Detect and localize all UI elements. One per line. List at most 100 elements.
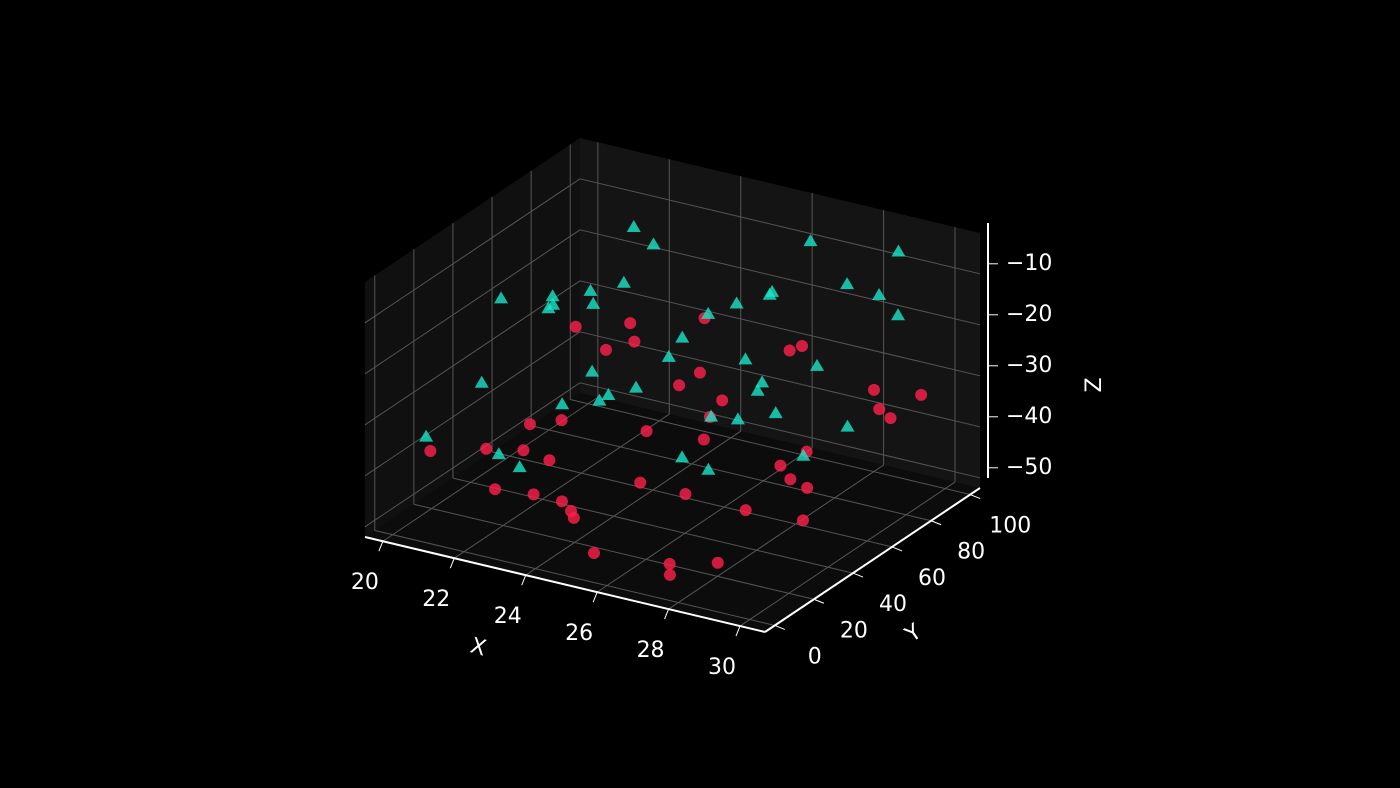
triangle-point: [750, 383, 765, 396]
triangle-point: [840, 277, 855, 290]
x-tick-label: 28: [637, 638, 665, 663]
triangle-point: [646, 237, 661, 250]
circle-point: [424, 444, 437, 457]
circle-point: [774, 459, 787, 472]
grid-line: [579, 178, 981, 275]
triangle-point: [840, 419, 855, 432]
triangle-point: [494, 291, 509, 304]
circle-point: [673, 379, 686, 392]
circle-point: [555, 414, 568, 427]
triangle-point: [729, 296, 744, 309]
triangle-point: [675, 330, 690, 343]
grid-line: [454, 413, 670, 559]
triangle-point: [419, 429, 434, 442]
grid-line: [668, 464, 884, 610]
y-tick-label: 20: [840, 618, 868, 643]
circle-point: [915, 388, 928, 401]
circle-point: [711, 556, 724, 569]
x-tick: [449, 558, 455, 569]
circle-point: [739, 504, 752, 517]
grid-line: [364, 382, 581, 528]
circle-point: [517, 444, 530, 457]
triangle-point: [730, 412, 745, 425]
y-tick: [930, 520, 942, 526]
triangle-point: [592, 393, 607, 406]
circle-point: [716, 394, 729, 407]
triangle-point: [512, 460, 527, 473]
y-axis: [764, 487, 981, 633]
triangle-point: [629, 380, 644, 393]
triangle-point: [762, 287, 777, 300]
circle-point: [867, 383, 880, 396]
circle-point: [783, 344, 796, 357]
y-tick-label: 60: [918, 566, 946, 591]
circle-point: [599, 343, 612, 356]
grid-line: [570, 399, 971, 496]
triangle-point: [872, 288, 887, 301]
z-tick-label: −20: [1006, 302, 1052, 327]
grid-line: [579, 331, 981, 428]
grid-line: [364, 229, 581, 375]
circle-point: [663, 568, 676, 581]
triangle-point: [491, 447, 506, 460]
triangle-point: [755, 375, 770, 388]
triangle-point: [555, 397, 570, 410]
triangle-point: [545, 289, 560, 302]
triangle-point: [675, 450, 690, 463]
triangle-point: [701, 306, 716, 319]
grid-line: [579, 229, 981, 326]
back-pane: [580, 138, 980, 488]
y-tick-label: 0: [808, 644, 822, 669]
triangle-point: [704, 409, 719, 422]
triangle-point: [585, 364, 600, 377]
circle-point: [489, 483, 502, 496]
x-axis: [364, 536, 766, 633]
grid-line: [374, 529, 775, 626]
circle-point: [679, 488, 692, 501]
grid-line: [579, 382, 981, 479]
grid-line: [364, 331, 581, 477]
y-tick: [891, 546, 903, 552]
grid-line: [364, 280, 581, 426]
z-tick-label: −30: [1006, 353, 1052, 378]
circle-point: [523, 418, 536, 431]
x-tick: [735, 625, 741, 637]
circle-point: [565, 504, 578, 517]
grid-line: [491, 451, 893, 548]
circle-point: [587, 547, 600, 560]
grid-line: [579, 280, 981, 377]
triangle-point: [810, 358, 825, 371]
triangle-point: [768, 406, 783, 419]
triangle-point: [891, 308, 906, 321]
z-tick-label: −40: [1006, 404, 1052, 429]
circle-point: [693, 366, 706, 379]
x-tick-label: 30: [708, 655, 736, 680]
circle-point: [624, 317, 637, 330]
triangle-point: [626, 220, 641, 233]
circle-point: [640, 425, 653, 438]
circle-point: [801, 481, 814, 494]
circle-point: [796, 339, 809, 352]
y-tick: [852, 572, 864, 578]
triangle-point: [701, 462, 716, 475]
y-tick: [774, 624, 785, 630]
triangle-point: [803, 234, 818, 247]
circle-point: [873, 403, 886, 416]
circle-point: [555, 495, 568, 508]
y-axis-label: Y: [900, 619, 927, 648]
x-tick: [378, 541, 384, 552]
triangle-point: [661, 349, 676, 362]
x-tick: [664, 608, 670, 620]
y-tick-label: 100: [989, 514, 1031, 539]
z-tick-label: −50: [1006, 455, 1052, 480]
grid-line: [525, 430, 741, 576]
x-tick: [521, 574, 527, 586]
left-pane: [365, 138, 580, 537]
y-tick: [970, 494, 981, 500]
grid-line: [739, 481, 956, 627]
z-axis-label: Z: [1082, 377, 1107, 392]
triangle-point: [796, 448, 811, 461]
x-axis-label: X: [468, 633, 489, 661]
circle-point: [663, 557, 676, 570]
